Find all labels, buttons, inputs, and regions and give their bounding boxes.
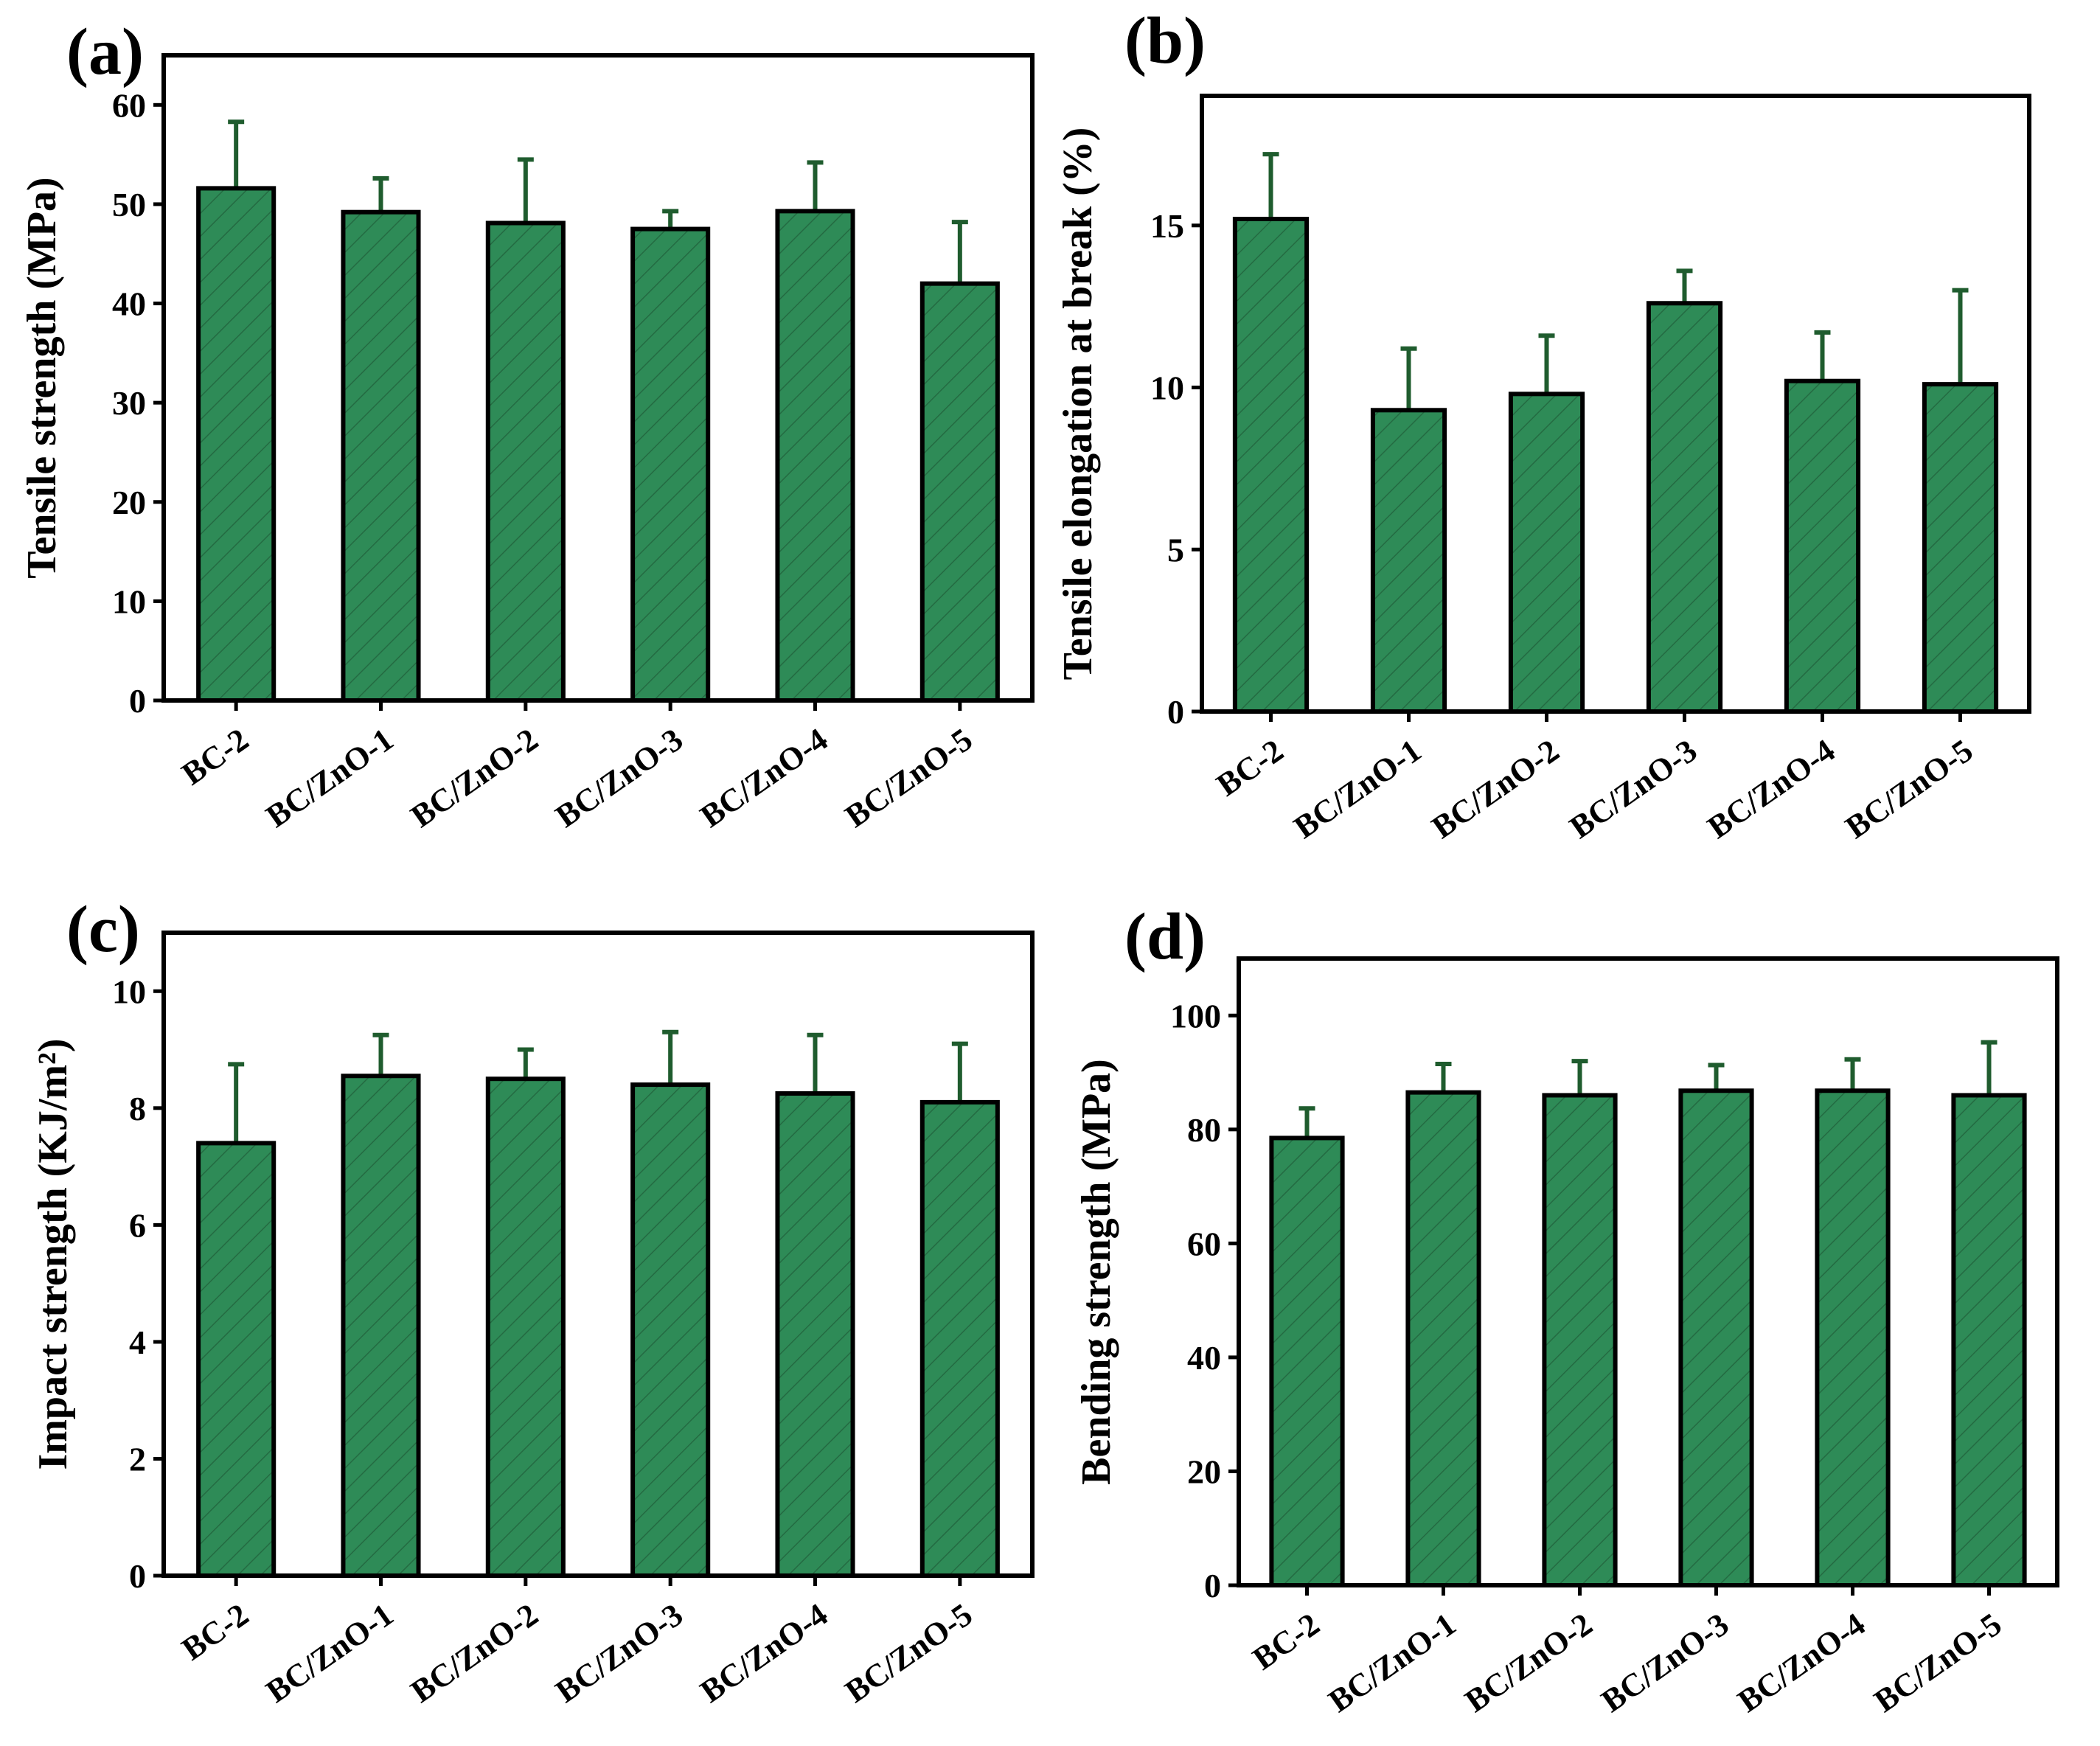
- bar: [775, 1091, 855, 1578]
- x-tick-label: BC/ZnO-1: [260, 1596, 400, 1710]
- plot-frame: [1200, 94, 2031, 714]
- x-tick-label: BC/ZnO-5: [1868, 1606, 2008, 1719]
- y-axis-label: Bending strength (MPa): [1074, 1059, 1119, 1485]
- bar: [630, 1082, 711, 1579]
- y-tick-label: 0: [129, 682, 146, 720]
- bar: [1232, 217, 1310, 714]
- plot-frame: [1237, 956, 2059, 1587]
- bar: [196, 186, 277, 703]
- bar: [196, 1141, 277, 1578]
- bar: [485, 220, 566, 703]
- x-tick-label: BC/ZnO-4: [694, 1596, 834, 1710]
- bar: [919, 1099, 1000, 1578]
- x-tick-label: BC/ZnO-1: [1287, 732, 1428, 846]
- panel-label: (a): [66, 15, 144, 88]
- x-tick-label: BC-2: [1246, 1606, 1326, 1677]
- x-tick-label: BC/ZnO-5: [838, 1596, 978, 1710]
- bar: [775, 209, 855, 703]
- y-tick-label: 60: [1187, 1225, 1221, 1262]
- y-tick-label: 30: [112, 384, 146, 422]
- chart-panel-a: (a)Tensile strength (MPa)BC-2 BC/ZnO-1 BC/…: [19, 15, 1035, 835]
- bar: [1784, 378, 1861, 714]
- x-tick-label: BC-2: [175, 721, 255, 792]
- y-tick-label: 20: [1187, 1453, 1221, 1490]
- y-tick-label: 40: [1187, 1339, 1221, 1377]
- chart-panel-c: (c)Impact strength (KJ/m²)BC-2 BC/ZnO-1 BC…: [30, 893, 1035, 1710]
- plot-frame: [161, 53, 1035, 703]
- x-tick-label: BC/ZnO-5: [1839, 732, 1979, 846]
- chart-panel-d: (d)Bending strength (MPa)BC-2BC/ZnO-1BC/…: [1074, 900, 2059, 1719]
- y-axis-label: Tensile elongation at break (%): [1055, 128, 1101, 681]
- x-tick-label: BC/ZnO-3: [1563, 732, 1703, 846]
- x-tick-label: BC-2: [1210, 732, 1290, 803]
- panel-label: (d): [1124, 900, 1206, 973]
- bar: [919, 281, 1000, 703]
- x-tick-label: BC/ZnO-1: [1322, 1606, 1462, 1719]
- x-tick-label: BC/ZnO-3: [549, 1596, 689, 1710]
- y-tick-label: 10: [1150, 369, 1184, 407]
- bar: [1678, 1088, 1754, 1587]
- x-tick-label: BC/ZnO-2: [404, 721, 544, 835]
- bar: [630, 226, 711, 703]
- y-tick-label: 2: [129, 1440, 146, 1478]
- bar: [1815, 1088, 1891, 1587]
- y-tick-label: 100: [1170, 997, 1221, 1034]
- panel-label: (b): [1124, 4, 1206, 77]
- y-tick-label: 0: [1167, 693, 1184, 731]
- bar: [1542, 1093, 1618, 1588]
- bar: [1405, 1090, 1481, 1588]
- bar: [1269, 1135, 1345, 1587]
- x-tick-label: BC/ZnO-1: [260, 721, 400, 835]
- y-tick-label: 6: [129, 1206, 146, 1244]
- chart-panel-b: (b)Tensile elongation at break (%)BC-2BC…: [1055, 4, 2031, 846]
- y-tick-label: 0: [129, 1557, 146, 1595]
- bar: [1370, 408, 1447, 714]
- y-tick-label: 20: [112, 484, 146, 521]
- x-tick-label: BC/ZnO-2: [1458, 1606, 1599, 1719]
- y-tick-label: 40: [112, 285, 146, 323]
- y-tick-label: 10: [112, 582, 146, 620]
- x-tick-label: BC/ZnO-5: [838, 721, 978, 835]
- x-tick-label: BC/ZnO-2: [404, 1596, 544, 1710]
- y-tick-label: 8: [129, 1090, 146, 1127]
- y-tick-label: 0: [1204, 1567, 1221, 1604]
- bar: [485, 1077, 566, 1578]
- y-tick-label: 15: [1150, 207, 1184, 245]
- x-tick-label: BC/ZnO-2: [1425, 732, 1565, 846]
- bar: [341, 1074, 421, 1578]
- bar: [1646, 301, 1723, 714]
- bar: [1951, 1093, 2027, 1588]
- x-tick-label: BC/ZnO-4: [694, 721, 834, 835]
- bar: [1922, 382, 1999, 714]
- x-tick-label: BC/ZnO-3: [1595, 1606, 1735, 1719]
- x-tick-label: BC/ZnO-4: [1701, 732, 1841, 846]
- y-axis-label: Impact strength (KJ/m²): [30, 1038, 76, 1470]
- y-tick-label: 60: [112, 86, 146, 124]
- x-tick-label: BC-2: [175, 1596, 255, 1667]
- y-axis-label: Tensile strength (MPa): [19, 177, 65, 578]
- y-tick-label: 4: [129, 1324, 146, 1361]
- plot-frame: [161, 931, 1035, 1578]
- x-tick-label: BC/ZnO-4: [1731, 1606, 1871, 1719]
- bar: [1508, 392, 1585, 714]
- x-tick-label: BC/ZnO-3: [549, 721, 689, 835]
- y-tick-label: 80: [1187, 1111, 1221, 1149]
- y-tick-label: 10: [112, 973, 146, 1010]
- y-tick-label: 50: [112, 186, 146, 223]
- panel-label: (c): [66, 893, 140, 966]
- y-tick-label: 5: [1167, 531, 1184, 568]
- bar: [341, 209, 421, 703]
